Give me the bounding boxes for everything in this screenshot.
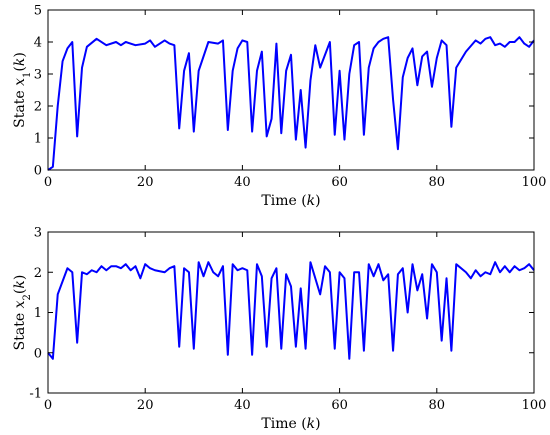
y-tick-label: 1 [34,306,42,321]
x-axis-label-part: k [307,193,315,209]
plot-frame [47,231,535,394]
y-tick-label: 0 [34,346,42,361]
x-axis-label-part: ) [315,193,320,209]
y-tick-label: 2 [34,266,42,281]
y-tick-label: -1 [29,387,42,402]
y-axis-label-part: 1 [22,72,33,78]
series-line-1-1 [47,36,535,171]
y-axis-label-part: State [12,308,28,350]
y-tick-label: 3 [34,68,42,83]
y-tick-label: 0 [34,164,42,179]
x-tick-label: 20 [137,175,154,190]
x-tick-label: 80 [429,398,446,413]
x-axis-label: Time (k) [261,416,320,432]
plot-frame [47,9,535,171]
x-tick-label: 40 [234,175,251,190]
x-tick-label: 60 [331,175,348,190]
y-axis-label-part: ) [12,52,28,57]
y-axis-label-part: 2 [22,294,33,300]
x-tick-label: 0 [44,175,52,190]
y-tick-label: 4 [34,36,42,51]
y-tick-label: 1 [34,132,42,147]
y-axis-label-part: k [12,58,28,66]
x-tick-label: 100 [522,398,547,413]
y-axis-label-part: ( [12,289,28,294]
y-axis-label-part: State [12,86,28,128]
x-axis-label-part: ) [315,416,320,432]
x-tick-label: 20 [137,398,154,413]
x-axis-label-part: k [307,416,315,432]
y-axis-label: State x2(k) [12,275,33,351]
y-axis-label-part: ( [12,66,28,71]
x-tick-label: 100 [522,175,547,190]
y-axis-label-part: ) [12,275,28,280]
y-tick-label: 2 [34,100,42,115]
y-axis-label-part: k [12,280,28,288]
y-axis-label: State x1(k) [12,52,33,128]
x-tick-label: 0 [44,398,52,413]
x-tick-label: 40 [234,398,251,413]
y-tick-label: 5 [34,4,42,19]
series-line-2-1 [47,261,535,360]
x-axis-label-part: Time ( [261,416,306,432]
y-tick-label: 3 [34,226,42,241]
x-axis-label-part: Time ( [261,193,306,209]
y-axis-label-part: x [12,300,28,308]
x-tick-label: 80 [429,175,446,190]
x-tick-label: 60 [331,398,348,413]
y-axis-label-part: x [12,78,28,86]
x-axis-label: Time (k) [261,193,320,209]
